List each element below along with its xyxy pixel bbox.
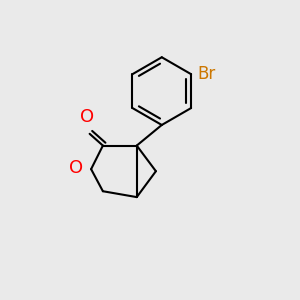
Text: O: O xyxy=(80,108,94,126)
Text: O: O xyxy=(69,159,83,177)
Text: Br: Br xyxy=(198,65,216,83)
